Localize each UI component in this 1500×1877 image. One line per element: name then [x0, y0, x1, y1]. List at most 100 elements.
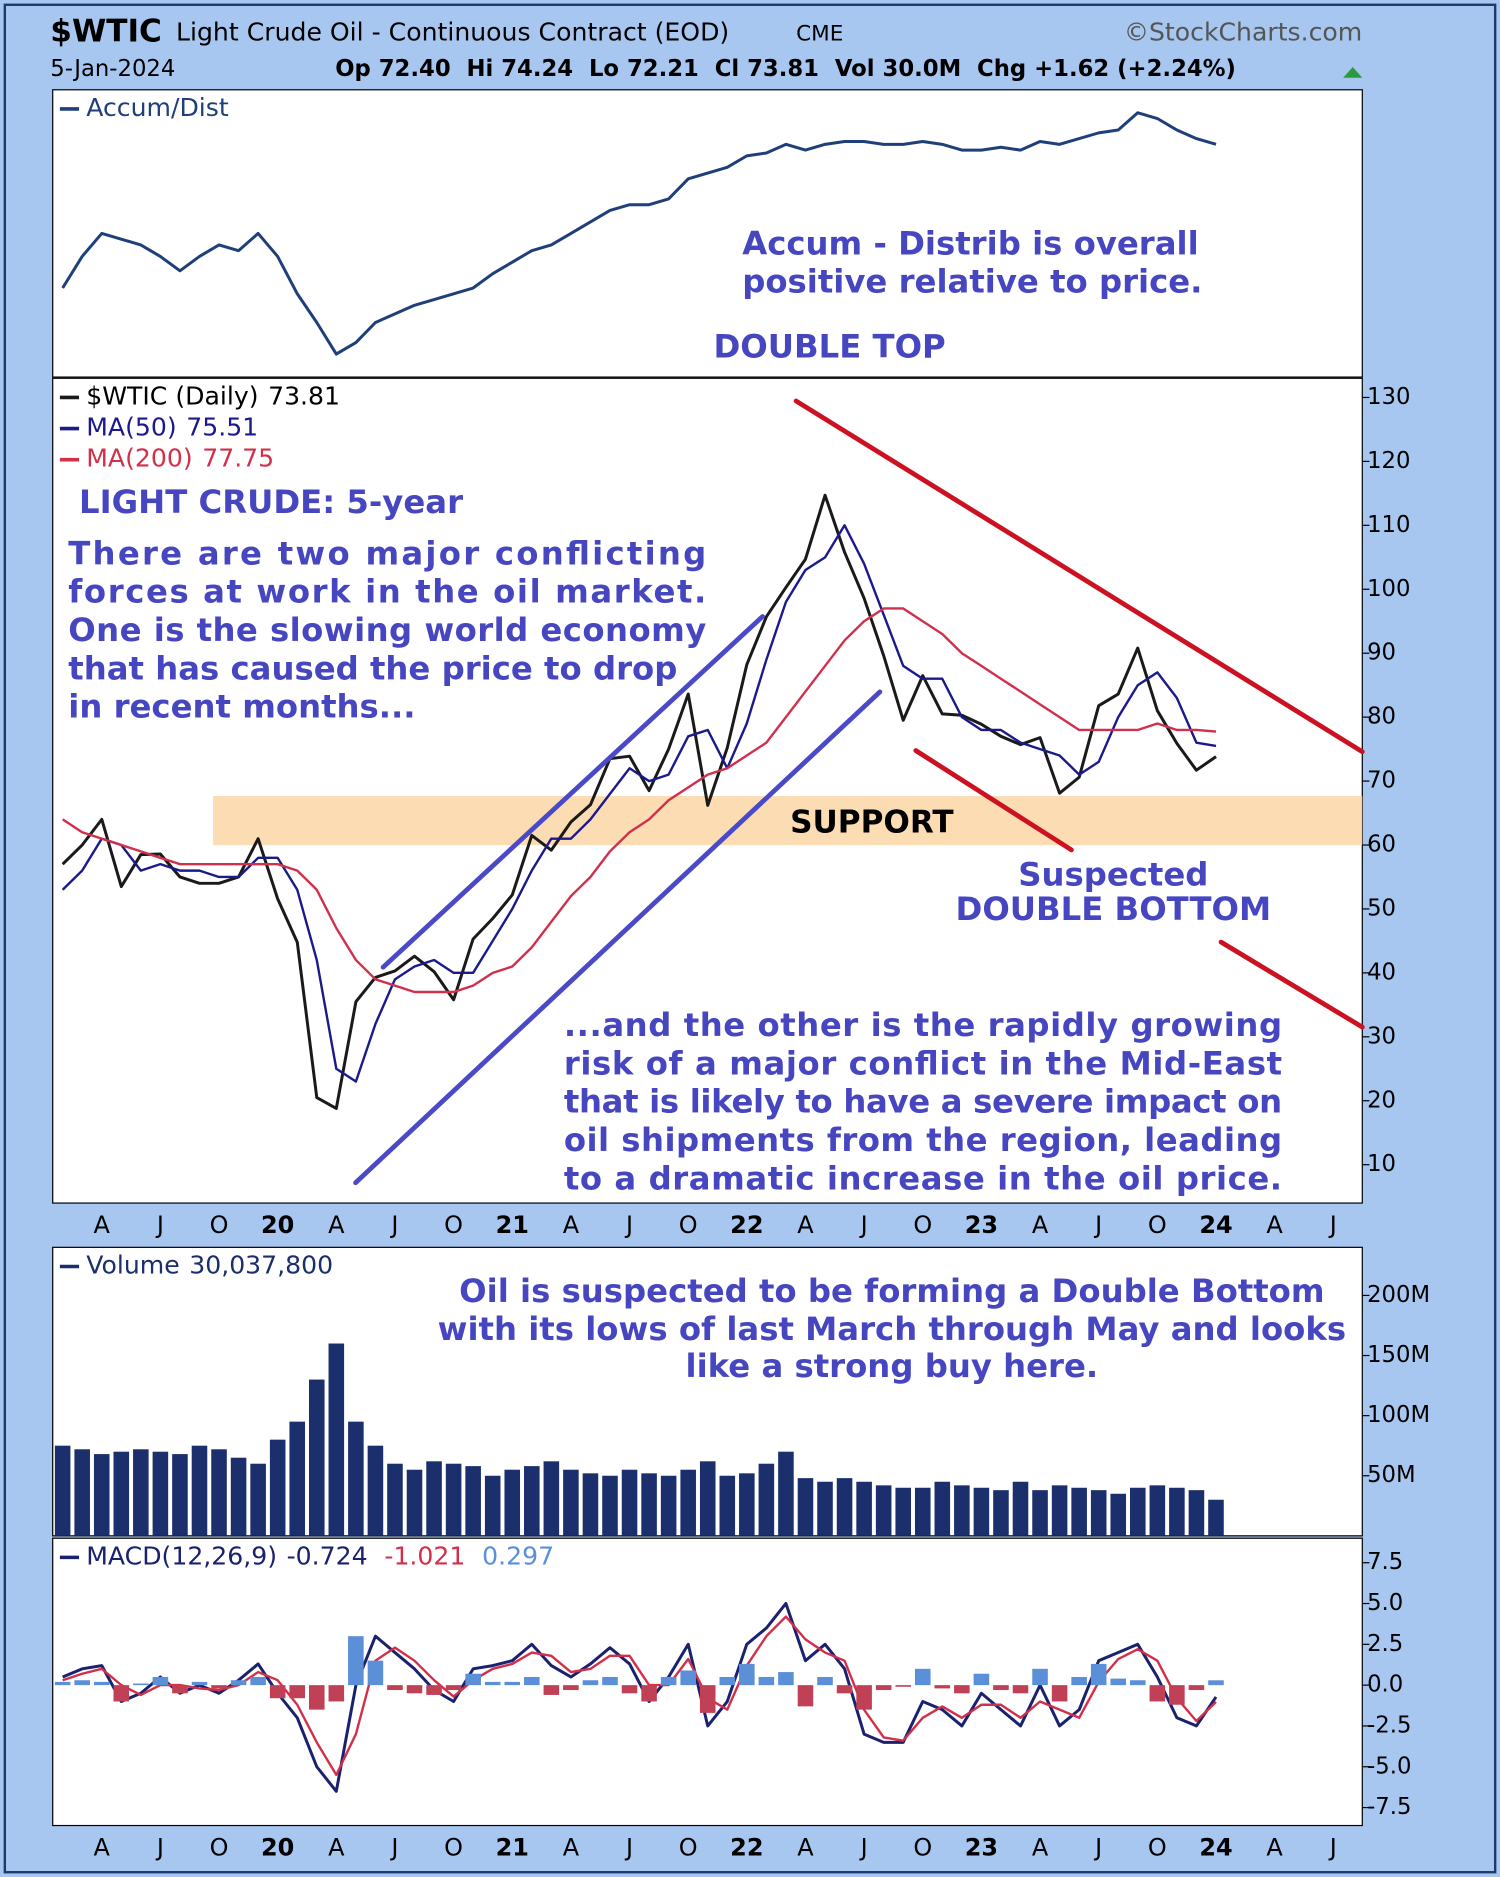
support-zone [213, 796, 1363, 846]
bar [406, 1469, 423, 1536]
x-tick-label: A [797, 1833, 814, 1861]
y-tick-label: 110 [1367, 512, 1410, 538]
y-tick-label: 150M [1367, 1342, 1430, 1368]
x-tick-label: 23 [965, 1833, 998, 1861]
bar [543, 1461, 560, 1536]
y-tick-label: 80 [1367, 704, 1396, 730]
bar [914, 1668, 931, 1686]
bar [660, 1676, 677, 1686]
y-tick-label: 50M [1367, 1462, 1416, 1488]
y-tick-label: 20 [1367, 1087, 1396, 1113]
bar [465, 1466, 481, 1536]
legend-name: Volume [86, 1250, 179, 1279]
bar [524, 1466, 540, 1536]
bar [1188, 1685, 1205, 1691]
bar [1071, 1676, 1087, 1686]
bar [250, 1463, 266, 1536]
bar [817, 1481, 833, 1536]
x-tick-label: J [389, 1211, 398, 1239]
annotation: in recent months... [68, 688, 415, 726]
bar [993, 1490, 1009, 1536]
bar [445, 1463, 462, 1536]
x-tick-label: J [155, 1211, 164, 1239]
x-tick-label: J [1328, 1833, 1337, 1861]
annotation: positive relative to price. [742, 263, 1202, 301]
bar [1012, 1481, 1029, 1536]
legend-value: 77.75 [202, 444, 274, 473]
bar [367, 1660, 384, 1686]
bar [1090, 1490, 1107, 1536]
x-tick-label: 23 [965, 1211, 998, 1239]
channel-line [353, 689, 883, 1186]
x-tick-label: J [859, 1211, 868, 1239]
bar [133, 1683, 149, 1686]
bar [93, 1454, 110, 1536]
bar [856, 1481, 872, 1536]
annotation: ...and the other is the rapidly growing [564, 1006, 1282, 1044]
bar [1169, 1685, 1185, 1705]
annotation: to a dramatic increase in the oil price. [564, 1159, 1282, 1197]
bar [211, 1685, 227, 1689]
bar [1012, 1685, 1029, 1694]
bar [211, 1449, 227, 1536]
bar [1169, 1487, 1185, 1536]
bar [895, 1487, 911, 1536]
panel-macd [52, 1537, 1363, 1827]
bar [289, 1421, 306, 1536]
bar [484, 1681, 501, 1686]
bar [1071, 1487, 1087, 1536]
trend-lines [353, 398, 1365, 1186]
legend-entry: $WTIC (Daily) 73.81 [86, 381, 340, 410]
bar [934, 1481, 951, 1536]
bar [680, 1670, 696, 1686]
bar [621, 1685, 638, 1694]
line [61, 111, 1217, 356]
bar [172, 1685, 188, 1694]
annotation: with its lows of last March through May … [438, 1310, 1346, 1348]
x-tick-label: 20 [261, 1833, 294, 1861]
x-tick-label: J [1328, 1211, 1337, 1239]
annotation: DOUBLE BOTTOM [955, 890, 1271, 928]
x-tick-label: 21 [496, 1211, 529, 1239]
x-tick-label: J [155, 1833, 164, 1861]
resistance-line [793, 398, 1365, 755]
bar [719, 1475, 736, 1536]
legend-entry: MA(200) 77.75 [86, 444, 274, 473]
bar [739, 1663, 755, 1686]
legend-name: $WTIC (Daily) [86, 381, 258, 410]
legend-name: MACD(12,26,9) [86, 1541, 277, 1570]
quote: Op 72.40 Hi 74.24 Lo 72.21 Cl 73.81 Vol … [335, 56, 1236, 82]
bar [739, 1473, 755, 1536]
bar [1130, 1680, 1146, 1686]
lower-line [913, 748, 1074, 853]
bar [778, 1451, 794, 1536]
x-tick-label: O [679, 1833, 698, 1861]
x-tick-label: O [210, 1211, 229, 1239]
bar [934, 1685, 951, 1689]
x-tick-label: 24 [1199, 1211, 1232, 1239]
bar [152, 1676, 169, 1686]
bar [543, 1685, 560, 1695]
bar [1188, 1490, 1205, 1536]
bar [954, 1485, 970, 1536]
bar [641, 1473, 657, 1536]
bar [387, 1685, 403, 1691]
bar [797, 1685, 814, 1707]
x-tick-label: O [444, 1211, 463, 1239]
annotation: Accum - Distrib is overall [742, 224, 1199, 262]
x-tick-label: 20 [261, 1211, 294, 1239]
y-tick-label: 100M [1367, 1402, 1430, 1428]
chart-title: LIGHT CRUDE: 5-year [79, 483, 463, 521]
legend-value: 75.51 [186, 413, 258, 442]
bar [74, 1680, 90, 1686]
x-tick-label: A [94, 1833, 111, 1861]
bar [973, 1487, 990, 1536]
bar [152, 1451, 169, 1536]
x-tick-label: A [1266, 1211, 1283, 1239]
bar [172, 1454, 188, 1536]
bar [719, 1676, 736, 1686]
annotation: risk of a major conflict in the Mid-East [564, 1044, 1282, 1082]
bar [1110, 1678, 1127, 1686]
bar [699, 1461, 716, 1536]
